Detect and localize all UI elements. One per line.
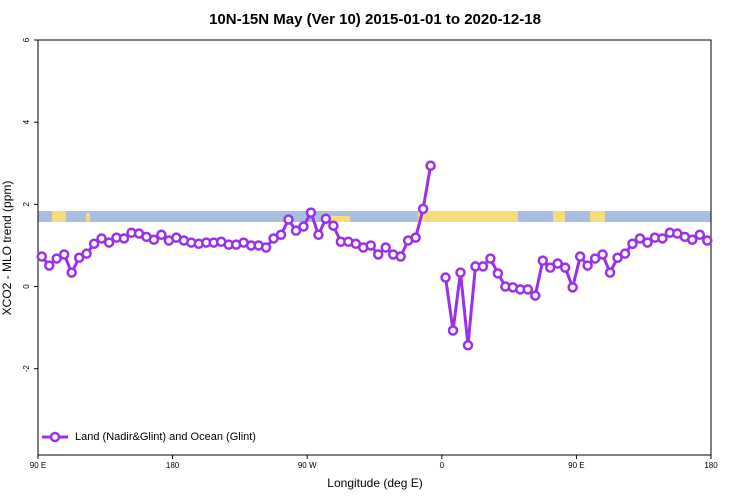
data-point [642,237,653,248]
data-point [537,255,548,266]
data-point [305,207,317,218]
data-point [365,240,377,251]
ocean-band [38,211,711,222]
data-point [58,249,70,260]
y-tick-label: 0 [22,284,31,289]
y-tick-label: -2 [22,365,31,373]
data-point [43,260,55,271]
data-point [552,258,563,269]
data-point [283,214,294,225]
data-point [440,272,451,283]
data-point [455,267,466,278]
data-point [417,203,429,215]
land-ocean-strip [38,211,711,222]
x-tick-label: 0 [440,461,445,470]
data-point [36,251,47,262]
data-point [462,340,474,351]
data-point [530,290,541,301]
y-tick-label: 2 [22,202,31,207]
data-point [320,213,332,224]
data-point [410,232,421,243]
data-point [694,229,706,241]
plot-frame [37,39,712,456]
data-point [156,229,167,241]
data-point [657,233,668,244]
legend-label: Land (Nadir&Glint) and Ocean (Glint) [75,431,256,443]
data-point [275,229,287,241]
data-point [634,233,646,244]
data-point [627,238,638,250]
y-axis-label: XCO2 - MLO trend (ppm) [0,181,14,316]
data-point [103,237,115,248]
data-point [73,252,85,264]
x-tick-label: 180 [704,461,718,470]
data-point [425,160,436,171]
legend-marker [49,431,61,443]
data-point [687,234,698,245]
data-point [619,248,631,259]
land-band [52,211,66,222]
land-band [553,211,565,222]
data-point [477,261,489,272]
data-point [544,262,556,273]
data-point [559,262,571,273]
data-point [298,221,309,232]
data-point [313,229,324,241]
data-point [702,235,713,246]
chart-title: 10N-15N May (Ver 10) 2015-01-01 to 2020-… [209,11,541,28]
data-point [574,251,586,262]
x-tick-label: 90 W [298,461,317,470]
data-point [290,225,302,236]
data-point [96,233,107,244]
x-tick-label: 180 [166,461,180,470]
data-point [372,249,384,260]
data-point [260,242,272,253]
legend: Land (Nadir&Glint) and Ocean (Glint) [42,431,256,443]
data-point [118,233,130,244]
data-point [567,282,578,293]
data-point [612,252,623,264]
x-axis-label: Longitude (deg E) [327,476,422,490]
data-point [492,268,504,279]
land-band [590,211,605,222]
data-point [582,260,593,271]
data-point [88,238,100,250]
x-tick-label: 90 E [30,461,46,470]
data-point [148,234,160,245]
data-point [597,249,608,260]
data-point [604,267,616,278]
data-point [380,242,391,253]
land-band [86,213,90,222]
y-tick-label: 6 [22,37,31,42]
land-band [330,216,350,222]
data-point [66,267,77,278]
x-tick-label: 90 E [568,461,584,470]
data-point [51,253,62,264]
data-point [522,284,534,295]
data-point [447,325,459,336]
data-point [485,253,496,264]
data-point [81,248,92,259]
data-point [328,220,339,231]
land-band [418,211,518,222]
data-point [589,253,601,264]
data-point [395,251,406,262]
y-tick-label: 4 [22,119,31,124]
